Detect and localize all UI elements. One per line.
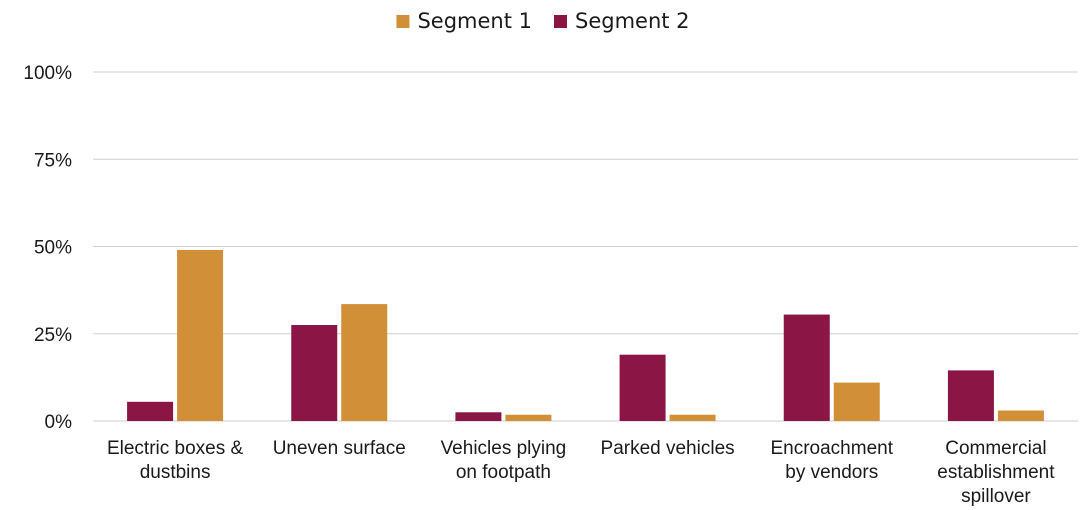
bar-segment-2 xyxy=(783,314,830,421)
legend-swatch xyxy=(396,15,410,28)
x-category-label: Electric boxes & dustbins xyxy=(107,438,244,483)
bar-segment-1 xyxy=(341,304,388,421)
y-tick-label: 75% xyxy=(34,150,72,171)
x-category-label: Commercial establishment spillover xyxy=(937,438,1055,507)
bar-segment-2 xyxy=(291,325,338,421)
y-tick-label: 25% xyxy=(34,325,72,346)
bar-segment-2 xyxy=(947,370,994,421)
bar-segment-1 xyxy=(505,414,552,421)
legend-swatch xyxy=(554,15,567,28)
bar-segment-1 xyxy=(177,249,224,421)
legend-label: Segment 2 xyxy=(575,9,690,33)
bar-segment-2 xyxy=(619,354,666,421)
legend-item: Segment 2 xyxy=(554,9,690,33)
bar-segment-2 xyxy=(127,401,174,421)
legend-label: Segment 1 xyxy=(417,9,532,33)
x-category-label: Encroachment by vendors xyxy=(770,438,893,483)
legend: Segment 1 Segment 2 xyxy=(396,9,690,33)
y-tick-label: 0% xyxy=(45,412,73,433)
x-category-label: Parked vehicles xyxy=(601,438,735,459)
bars xyxy=(127,249,1044,421)
gridlines xyxy=(93,71,1078,422)
y-axis-tick-labels: 0% 25% 50% 75% 100% xyxy=(23,63,72,433)
x-axis-category-labels: Electric boxes & dustbins Uneven surface Ve… xyxy=(107,438,1055,507)
legend-item: Segment 1 xyxy=(396,9,532,33)
x-category-label: Uneven surface xyxy=(273,438,406,459)
y-tick-label: 100% xyxy=(23,63,72,84)
bar-segment-1 xyxy=(833,382,880,421)
bar-segment-2 xyxy=(455,412,502,421)
y-tick-label: 50% xyxy=(34,238,72,259)
x-category-label: Vehicles plying on footpath xyxy=(441,438,567,483)
bar-segment-1 xyxy=(997,410,1044,421)
bar-segment-1 xyxy=(669,414,716,421)
